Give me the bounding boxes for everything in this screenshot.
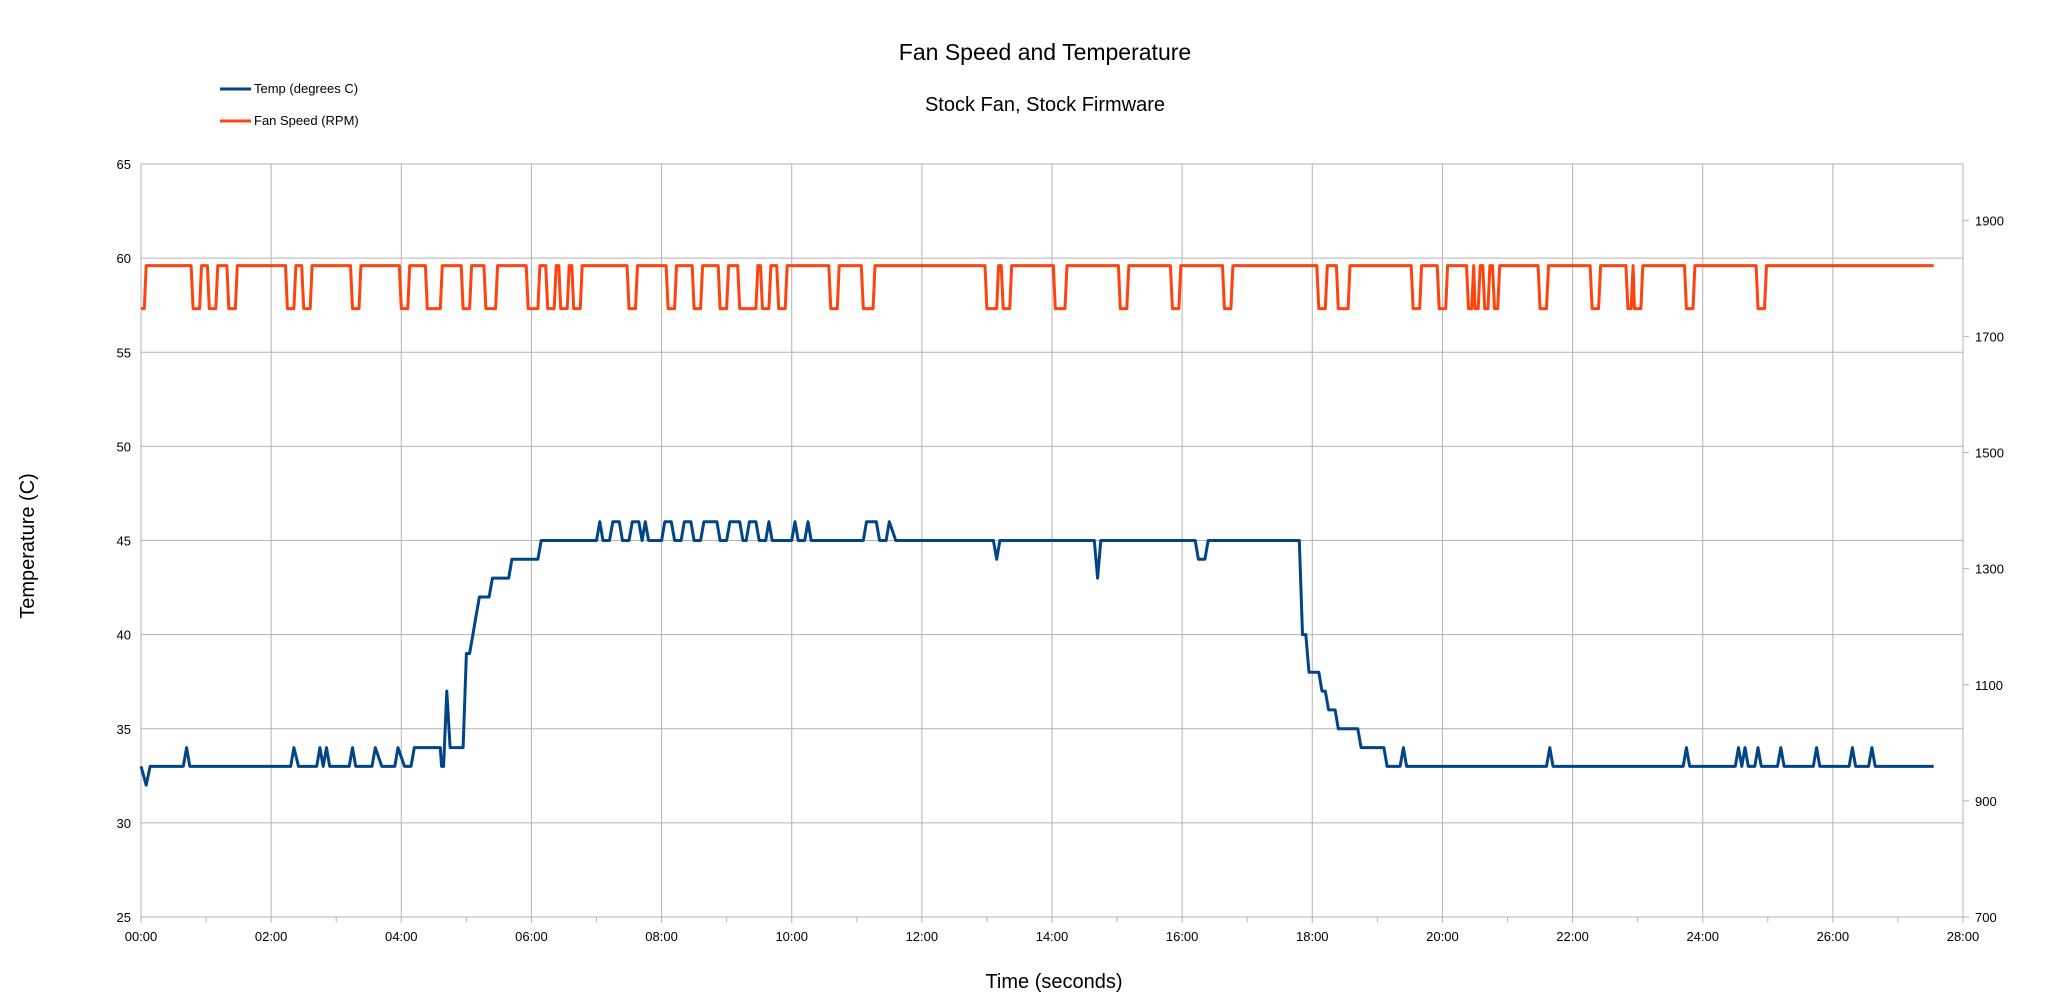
y-tick-label: 25 xyxy=(117,910,131,925)
legend-label-temp: Temp (degrees C) xyxy=(254,81,358,96)
series-line-fan-speed xyxy=(141,264,1934,311)
y-tick-label: 60 xyxy=(117,251,131,266)
y2-tick-label: 900 xyxy=(1975,794,1997,809)
y2-tick-label: 700 xyxy=(1975,910,1997,925)
x-tick-label: 22:00 xyxy=(1556,929,1589,944)
x-axis-title: Time (seconds) xyxy=(985,971,1122,993)
x-tick-label: 16:00 xyxy=(1166,929,1199,944)
series-lines xyxy=(139,264,1934,787)
y-tick-label: 45 xyxy=(117,534,131,549)
y2-tick-label: 1900 xyxy=(1975,213,2004,228)
y2-tick-label: 1100 xyxy=(1975,678,2003,693)
gridlines xyxy=(140,163,1964,918)
x-tick-label: 28:00 xyxy=(1947,929,1980,944)
x-tick-label: 18:00 xyxy=(1296,929,1329,944)
x-tick-label: 10:00 xyxy=(775,929,808,944)
x-tick-label: 08:00 xyxy=(645,929,678,944)
axes: 00:00 02:00 04:00 06:00 08:00 10:00 12:00 14:00… xyxy=(117,157,2004,944)
y-tick-label: 35 xyxy=(117,722,131,737)
y-tick-label: 65 xyxy=(117,157,131,172)
x-tick-label: 26:00 xyxy=(1817,929,1850,944)
y2-tick-label: 1500 xyxy=(1975,446,2004,461)
y2-tick-label: 1700 xyxy=(1975,329,2004,344)
chart-subtitle: Stock Fan, Stock Firmware xyxy=(925,94,1165,116)
x-tick-label: 00:00 xyxy=(125,929,158,944)
chart-title: Fan Speed and Temperature xyxy=(899,39,1191,65)
legend-label-fan-speed: Fan Speed (RPM) xyxy=(254,113,359,128)
x-tick-label: 24:00 xyxy=(1686,929,1719,944)
x-tick-label: 06:00 xyxy=(515,929,548,944)
x-tick-label: 04:00 xyxy=(385,929,418,944)
y2-tick-label: 1300 xyxy=(1975,562,2004,577)
x-tick-label: 12:00 xyxy=(906,929,939,944)
series-line-temp xyxy=(139,520,1934,787)
x-tick-label: 02:00 xyxy=(255,929,288,944)
y-tick-label: 55 xyxy=(117,345,131,360)
x-tick-label: 20:00 xyxy=(1426,929,1459,944)
y-tick-label: 50 xyxy=(117,439,131,454)
y-axis-title: Temperature (C) xyxy=(17,473,39,619)
legend: Temp (degrees C) Fan Speed (RPM) xyxy=(220,81,359,128)
y-tick-label: 40 xyxy=(117,628,131,643)
x-tick-label: 14:00 xyxy=(1036,929,1069,944)
y-tick-label: 30 xyxy=(117,816,131,831)
